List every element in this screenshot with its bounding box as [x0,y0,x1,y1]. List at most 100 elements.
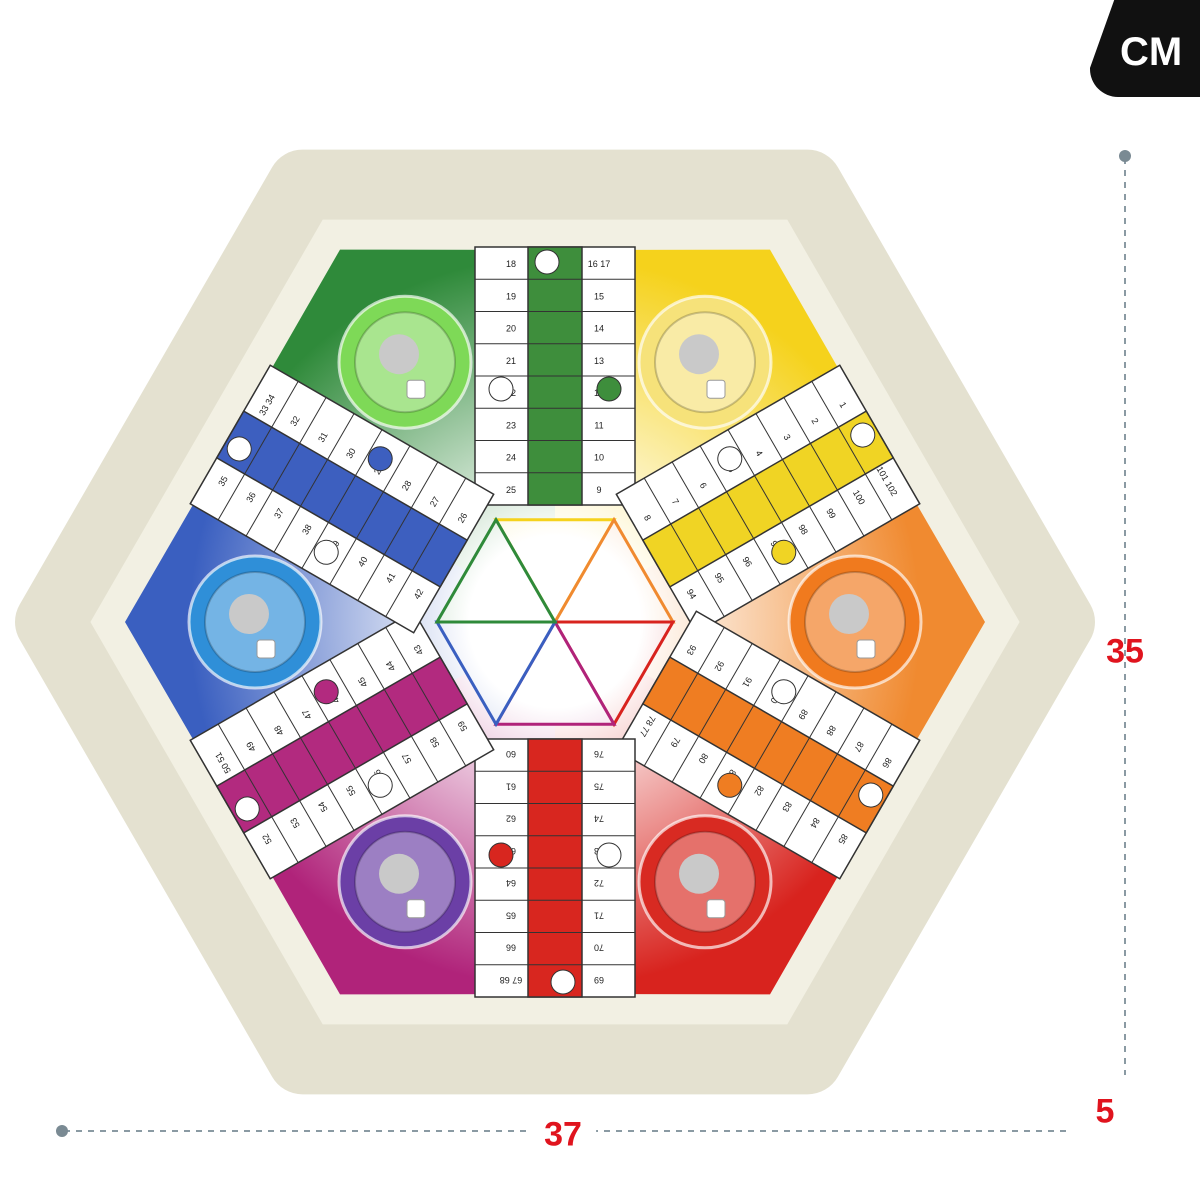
track-cell-divider [839,364,921,505]
track-number: 36 [244,490,258,504]
track-cell-divider [783,397,865,537]
track-number: 10 [594,453,604,463]
track-arm: 86858784888389829081918092799378 77 [615,610,921,880]
track-number: 13 [594,356,604,366]
start-spot [367,446,393,472]
track-number: 66 [506,943,516,953]
track-number: 23 [506,420,516,430]
track-cell-divider [189,364,271,505]
track-number: 41 [384,571,398,585]
safe-spot [550,969,576,995]
start-spot [488,842,514,868]
pin-icon [379,853,419,894]
safe-spot [534,249,560,275]
track-number: 75 [594,781,604,791]
track-cell-divider [329,445,411,585]
track-cell-divider [755,691,837,831]
track-number: 4 [754,449,765,458]
track-number: 84 [808,816,822,830]
track-number: 19 [506,291,516,301]
track-number: 48 [272,724,286,738]
safe-spot [367,772,393,798]
track-number: 38 [300,523,314,537]
height-dimension-dot [1119,150,1131,162]
track-cell-divider [273,413,355,553]
safe-spot [596,842,622,868]
track-number: 60 [506,749,516,759]
track-cell-divider [699,659,781,799]
track-number: 53 [288,816,302,830]
safe-spot [858,782,884,808]
safe-spot [313,539,339,565]
track-number: 61 [506,781,516,791]
track-number: 27 [428,495,442,509]
track-number: 91 [740,675,754,689]
track-number: 67 68 [500,975,523,985]
track-cell-divider [727,429,809,569]
track-number: 45 [356,675,370,689]
track-number: 28 [400,479,414,493]
track-cell-divider [811,381,893,521]
track-cell-divider [245,397,327,537]
track-number: 47 [300,708,314,722]
track-number: 32 [288,414,302,428]
track-cell-divider [699,445,781,585]
track-number: 52 [260,832,274,846]
track-cell-divider [839,739,921,880]
track-cell-divider [301,675,383,815]
track-number: 87 [852,740,866,754]
safe-spot [771,679,797,705]
die-icon [406,379,426,399]
track-number: 88 [824,724,838,738]
track-number: 31 [316,430,330,444]
start-spot [717,772,743,798]
track-number: 54 [316,800,330,814]
track-number: 18 [506,259,516,269]
track-number: 49 [244,740,258,754]
die-icon [706,379,726,399]
track-number: 16 17 [588,259,611,269]
track-number: 20 [506,324,516,334]
track-number: 71 [594,910,604,920]
track-cell-divider [671,643,753,783]
track-number: 7 [670,497,681,506]
track-number: 15 [594,291,604,301]
track-number: 76 [594,749,604,759]
die-icon [706,899,726,919]
unit-label: CM [1120,30,1183,74]
track-cell-divider [385,627,467,767]
track-number: 82 [752,784,766,798]
track-number: 44 [384,659,398,673]
track-number: 83 [780,800,794,814]
track-number: 98 [796,523,810,537]
height-label: 35 [1106,632,1144,671]
track-number: 35 [216,474,230,488]
safe-spot [488,376,514,402]
pin-icon [229,594,269,634]
safe-spot [226,436,252,462]
track-number: 74 [594,814,604,824]
track-number: 11 [594,420,603,430]
track-cell-divider [755,413,837,553]
track-number: 62 [506,814,516,824]
track-number: 65 [506,910,516,920]
track-number: 2 [809,416,820,425]
track-cell-divider [783,707,865,847]
track-number: 37 [272,507,286,521]
track-number: 58 [428,735,442,749]
track-cell-divider [217,723,299,863]
track-number: 99 [824,507,838,521]
track-number: 64 [506,878,516,888]
track-number: 43 [412,643,426,657]
track-cell-divider [357,461,439,601]
track-cell-divider [643,627,725,767]
die-icon [256,639,276,659]
track-cell-divider [301,429,383,569]
track-number: 55 [344,784,358,798]
safe-spot [850,422,876,448]
track-number: 26 [456,511,470,525]
track-cell-divider [357,643,439,783]
